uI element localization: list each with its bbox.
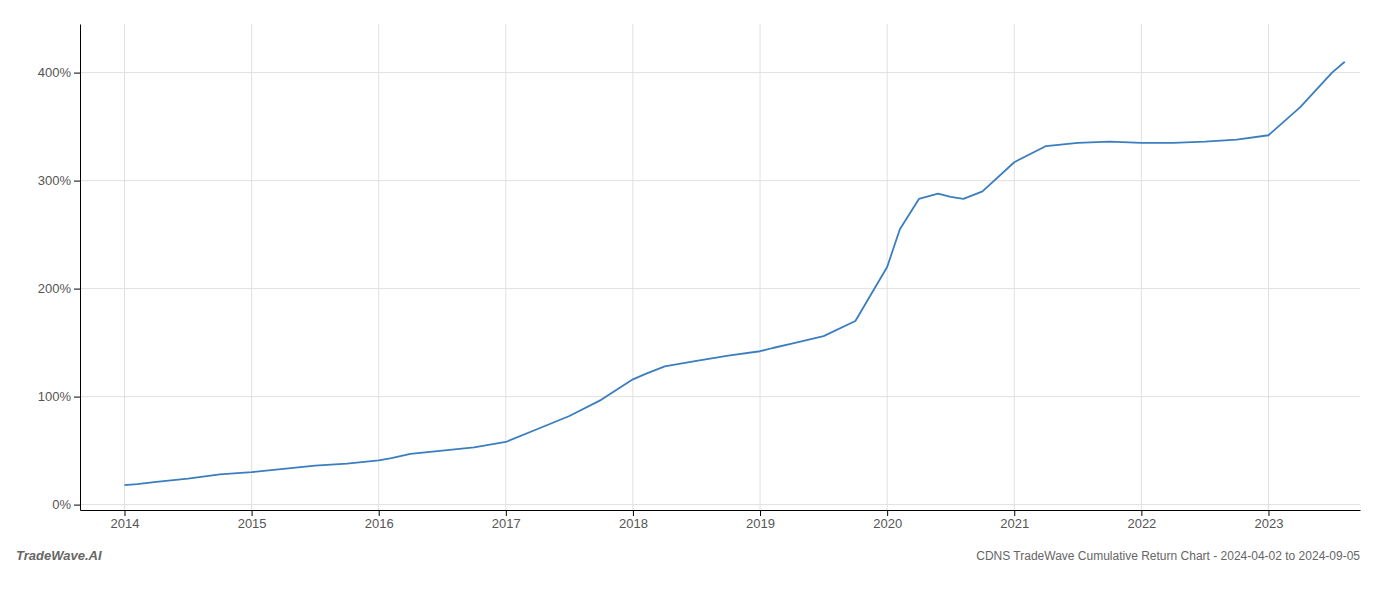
- y-tick: 100%: [38, 389, 80, 404]
- x-tick-mark: [379, 510, 380, 516]
- grid-line: [378, 24, 379, 510]
- grid-line: [80, 396, 1360, 397]
- x-tick: 2023: [1255, 510, 1284, 531]
- y-tick-mark: [74, 397, 80, 398]
- chart: 2014 2015 2016 2017 2018 2019 2020 2021 2022 2023…: [0, 0, 1400, 600]
- x-tick: 2022: [1127, 510, 1156, 531]
- grid-line: [124, 24, 125, 510]
- y-tick-mark: [74, 73, 80, 74]
- x-tick-mark: [1141, 510, 1142, 516]
- y-tick-mark: [74, 505, 80, 506]
- x-tick-label: 2020: [873, 516, 902, 531]
- x-tick-mark: [887, 510, 888, 516]
- grid-line: [505, 24, 506, 510]
- x-tick-label: 2021: [1000, 516, 1029, 531]
- grid-line: [1268, 24, 1269, 510]
- plot: 2014 2015 2016 2017 2018 2019 2020 2021 2022 2023…: [38, 24, 1361, 531]
- x-tick-label: 2016: [365, 516, 394, 531]
- x-tick: 2016: [365, 510, 394, 531]
- grid-line: [80, 72, 1360, 73]
- x-tick-mark: [506, 510, 507, 516]
- grid: [80, 24, 1360, 510]
- grid-line: [1141, 24, 1142, 510]
- x-tick: 2020: [873, 510, 902, 531]
- x-tick-mark: [760, 510, 761, 516]
- grid-line: [632, 24, 633, 510]
- x-tick-label: 2022: [1127, 516, 1156, 531]
- grid-line: [80, 288, 1360, 289]
- x-tick-mark: [1268, 510, 1269, 516]
- y-axis-line: [80, 25, 81, 511]
- y-tick: 0%: [52, 497, 80, 512]
- y-tick-label: 100%: [38, 389, 72, 404]
- x-tick-label: 2019: [746, 516, 775, 531]
- x-tick-label: 2018: [619, 516, 648, 531]
- y-tick-label: 0%: [52, 497, 71, 512]
- watermark: TradeWave.AI: [16, 548, 102, 563]
- y-tick-label: 400%: [38, 65, 72, 80]
- x-tick: 2017: [492, 510, 521, 531]
- grid-line: [80, 504, 1360, 505]
- y-tick-label: 300%: [38, 173, 72, 188]
- x-tick-mark: [252, 510, 253, 516]
- x-tick-label: 2015: [238, 516, 267, 531]
- x-axis-line: [81, 510, 1361, 511]
- y-tick-mark: [74, 289, 80, 290]
- grid-line: [80, 180, 1360, 181]
- grid-line: [1014, 24, 1015, 510]
- x-tick: 2014: [111, 510, 140, 531]
- y-tick-label: 200%: [38, 281, 72, 296]
- y-tick-mark: [74, 181, 80, 182]
- y-tick: 200%: [38, 281, 80, 296]
- x-tick-label: 2023: [1255, 516, 1284, 531]
- x-axis: 2014 2015 2016 2017 2018 2019 2020 2021 2022 2023: [81, 510, 1361, 531]
- marks: [124, 62, 1344, 485]
- x-tick: 2018: [619, 510, 648, 531]
- y-tick: 300%: [38, 173, 80, 188]
- x-tick-label: 2017: [492, 516, 521, 531]
- x-tick: 2015: [238, 510, 267, 531]
- grid-line: [251, 24, 252, 510]
- x-tick-label: 2014: [111, 516, 140, 531]
- x-tick-mark: [1014, 510, 1015, 516]
- line: [124, 62, 1344, 485]
- x-tick: 2019: [746, 510, 775, 531]
- x-tick: 2021: [1000, 510, 1029, 531]
- y-axis: 0% 100% 200% 300% 400%: [38, 25, 81, 513]
- x-tick-mark: [633, 510, 634, 516]
- y-tick: 400%: [38, 65, 80, 80]
- grid-line: [760, 24, 761, 510]
- x-tick-mark: [124, 510, 125, 516]
- title: CDNS TradeWave Cumulative Return Chart -…: [976, 549, 1360, 563]
